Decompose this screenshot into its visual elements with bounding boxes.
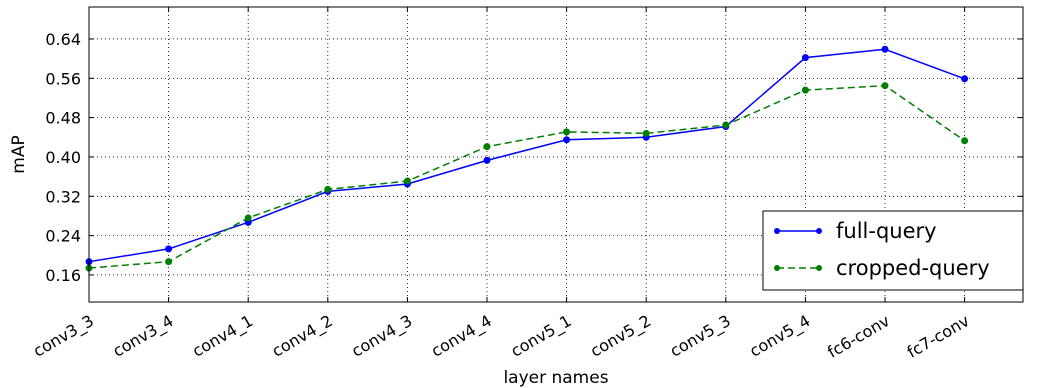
data-point-full-query [563, 136, 571, 144]
legend-marker [774, 228, 780, 234]
x-tick-label: conv4_4 [428, 311, 496, 362]
y-axis-label: mAP [9, 135, 29, 173]
x-tick-label: conv3_3 [30, 311, 98, 362]
legend-label: full-query [836, 219, 937, 243]
legend-marker [816, 265, 822, 271]
data-point-cropped-query [722, 121, 730, 129]
data-point-cropped-query [324, 185, 332, 193]
y-tick-label: 0.16 [45, 266, 81, 285]
data-point-cropped-query [881, 82, 889, 90]
data-point-cropped-query [483, 143, 491, 151]
data-point-full-query [961, 75, 969, 83]
data-point-cropped-query [961, 137, 969, 145]
series-layer [85, 45, 969, 272]
y-tick-label: 0.64 [45, 30, 81, 49]
x-tick-label: fc6-conv [824, 311, 893, 362]
data-point-full-query [165, 245, 173, 253]
series-line-full-query [88, 48, 965, 263]
plot-frame [88, 6, 1024, 303]
x-axis-label: layer names [503, 368, 608, 388]
data-point-cropped-query [642, 129, 650, 137]
legend: full-query cropped-query [762, 210, 1024, 291]
ticks: conv3_3 conv3_4 conv4_1 conv4_2 conv4_3 conv4… [30, 7, 1023, 362]
data-point-cropped-query [801, 86, 809, 94]
data-point-full-query [483, 156, 491, 164]
data-point-cropped-query [165, 258, 173, 266]
data-point-full-query [881, 45, 889, 53]
x-tick-label: conv5_3 [667, 311, 735, 362]
data-point-cropped-query [244, 214, 252, 222]
y-tick-label: 0.56 [45, 69, 81, 88]
x-tick-label: fc7-conv [904, 311, 973, 362]
legend-marker [774, 265, 780, 271]
legend-marker [816, 228, 822, 234]
data-point-cropped-query [563, 128, 571, 136]
x-tick-label: conv4_3 [348, 311, 416, 362]
y-tick-label: 0.24 [45, 227, 81, 246]
x-tick-label: conv5_4 [746, 311, 814, 362]
y-tick-label: 0.48 [45, 109, 81, 128]
y-tick-label: 0.32 [45, 187, 81, 206]
x-tick-label: conv5_2 [587, 311, 655, 362]
legend-box [762, 210, 1024, 291]
x-tick-label: conv5_1 [507, 311, 575, 362]
legend-label: cropped-query [836, 256, 990, 280]
data-point-full-query [801, 54, 809, 62]
x-tick-label: conv4_2 [269, 311, 337, 362]
series-line-cropped-query [88, 84, 966, 269]
x-tick-label: conv3_4 [109, 311, 177, 362]
x-tick-label: conv4_1 [189, 311, 257, 362]
data-point-cropped-query [403, 177, 411, 185]
y-tick-label: 0.40 [45, 148, 81, 167]
